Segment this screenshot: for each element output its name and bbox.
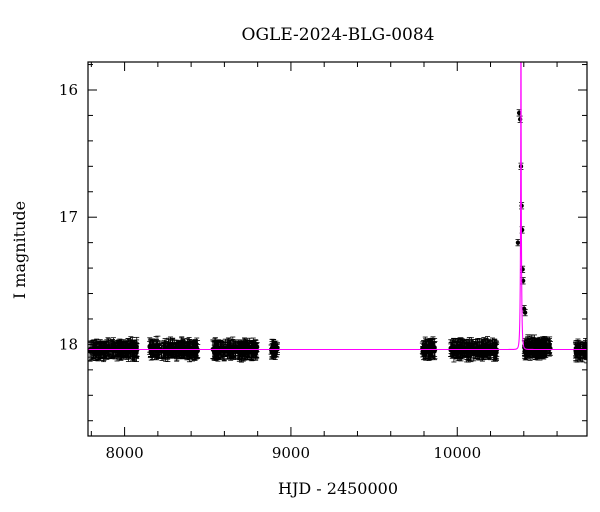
data-point xyxy=(121,348,127,354)
data-point xyxy=(475,349,481,355)
y-axis-label: I magnitude xyxy=(10,201,29,299)
plot-area xyxy=(88,62,587,364)
data-point xyxy=(233,347,238,353)
data-point xyxy=(451,343,457,349)
x-tick-label: 9000 xyxy=(272,444,310,462)
axis-ticks: 8000 9000 10000 16 17 18 xyxy=(59,62,587,462)
data-point xyxy=(117,349,122,354)
data-point xyxy=(459,346,464,351)
plot-frame xyxy=(87,61,588,437)
data-point xyxy=(128,344,134,349)
x-axis-label: HJD - 2450000 xyxy=(278,479,398,498)
chart-title: OGLE-2024-BLG-0084 xyxy=(242,25,435,45)
data-point xyxy=(215,350,221,356)
data-point xyxy=(432,348,437,354)
data-point xyxy=(163,350,168,355)
y-tick-label: 16 xyxy=(59,81,78,99)
data-points xyxy=(88,109,587,364)
model-curve xyxy=(88,62,587,351)
y-tick-label: 18 xyxy=(59,335,78,353)
data-point xyxy=(272,344,277,350)
data-point xyxy=(152,348,157,353)
y-tick-label: 17 xyxy=(59,208,78,226)
x-tick-label: 10000 xyxy=(433,444,481,462)
data-point xyxy=(425,345,431,350)
data-point xyxy=(521,306,527,311)
data-point xyxy=(212,350,217,355)
data-point xyxy=(119,344,124,350)
data-point xyxy=(148,346,153,352)
data-point xyxy=(106,346,111,351)
x-tick-label: 8000 xyxy=(105,444,143,462)
data-point xyxy=(515,240,521,245)
data-point xyxy=(221,349,227,355)
data-point xyxy=(480,349,485,354)
data-point xyxy=(522,310,528,315)
